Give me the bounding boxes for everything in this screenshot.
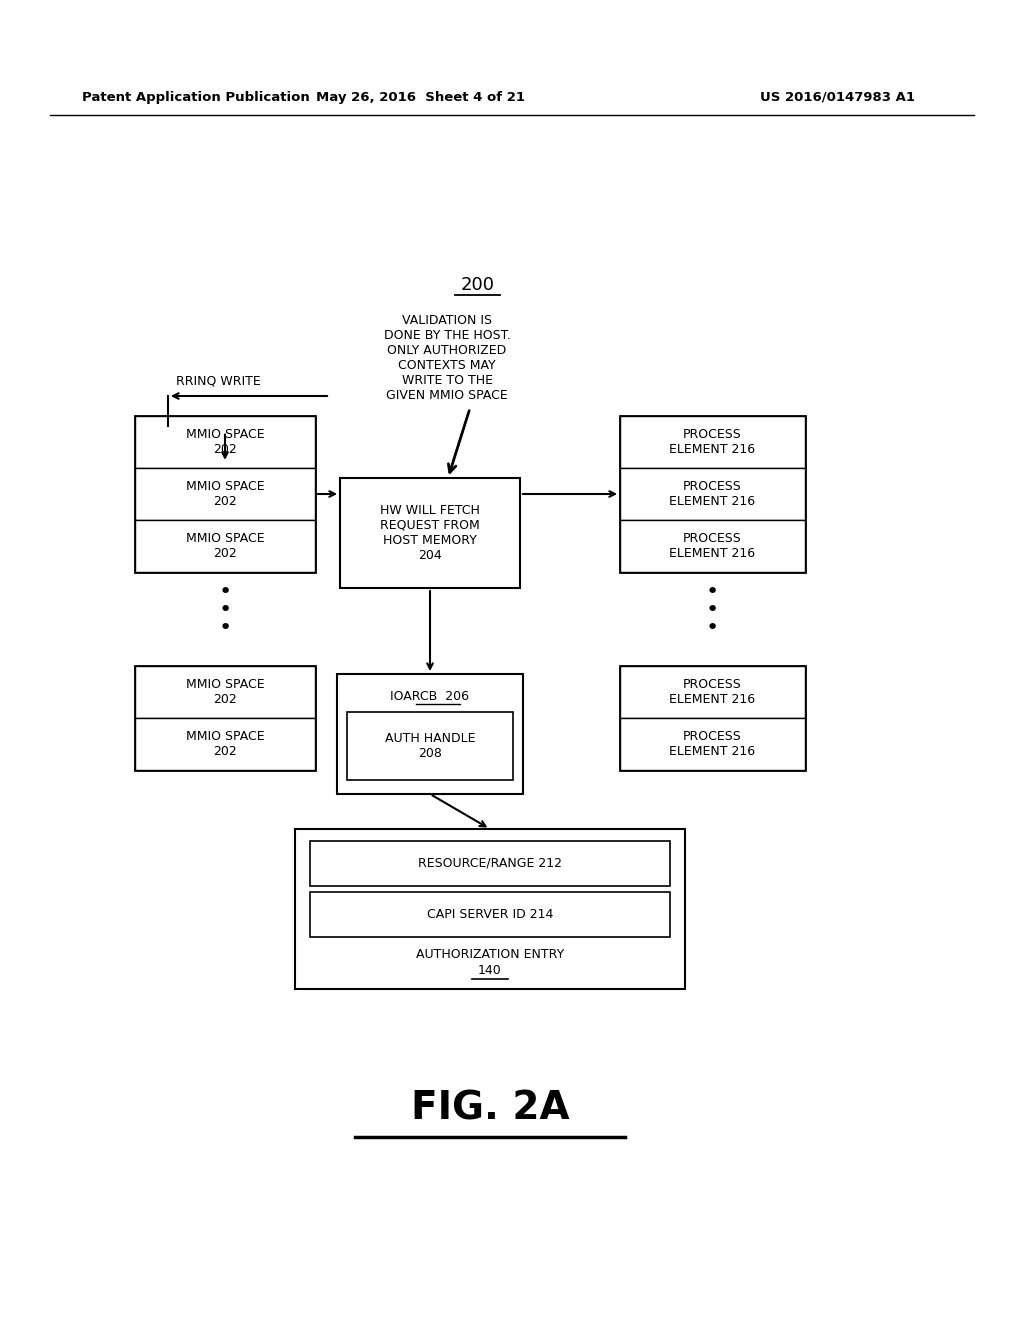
Text: •: •: [218, 582, 231, 602]
Text: MMIO SPACE
202: MMIO SPACE 202: [185, 532, 264, 560]
Text: US 2016/0147983 A1: US 2016/0147983 A1: [760, 91, 915, 103]
Text: HW WILL FETCH
REQUEST FROM
HOST MEMORY
204: HW WILL FETCH REQUEST FROM HOST MEMORY 2…: [380, 504, 480, 562]
Text: IOARCB  206: IOARCB 206: [390, 689, 469, 702]
Bar: [135, 718, 315, 770]
Text: •: •: [706, 618, 719, 638]
Bar: [620, 520, 805, 572]
Text: PROCESS
ELEMENT 216: PROCESS ELEMENT 216: [670, 428, 756, 455]
Text: 140: 140: [478, 965, 502, 978]
Text: FIG. 2A: FIG. 2A: [411, 1090, 569, 1129]
Bar: [337, 675, 523, 795]
Bar: [135, 667, 315, 770]
Text: PROCESS
ELEMENT 216: PROCESS ELEMENT 216: [670, 480, 756, 508]
Bar: [295, 829, 685, 989]
Text: MMIO SPACE
202: MMIO SPACE 202: [185, 428, 264, 455]
Text: CAPI SERVER ID 214: CAPI SERVER ID 214: [427, 908, 553, 921]
Text: •: •: [706, 601, 719, 620]
Text: RESOURCE/RANGE 212: RESOURCE/RANGE 212: [418, 857, 562, 870]
Text: •: •: [706, 582, 719, 602]
Text: PROCESS
ELEMENT 216: PROCESS ELEMENT 216: [670, 678, 756, 706]
Text: May 26, 2016  Sheet 4 of 21: May 26, 2016 Sheet 4 of 21: [315, 91, 524, 103]
Bar: [620, 416, 805, 469]
Bar: [310, 841, 670, 886]
Bar: [135, 416, 315, 469]
Text: MMIO SPACE
202: MMIO SPACE 202: [185, 730, 264, 758]
Bar: [340, 478, 520, 587]
Text: MMIO SPACE
202: MMIO SPACE 202: [185, 480, 264, 508]
Bar: [620, 416, 805, 572]
Text: AUTH HANDLE
208: AUTH HANDLE 208: [385, 733, 475, 760]
Text: VALIDATION IS
DONE BY THE HOST.
ONLY AUTHORIZED
CONTEXTS MAY
WRITE TO THE
GIVEN : VALIDATION IS DONE BY THE HOST. ONLY AUT…: [384, 314, 510, 403]
Bar: [135, 667, 315, 718]
Bar: [620, 667, 805, 770]
Bar: [310, 892, 670, 937]
Text: •: •: [218, 601, 231, 620]
Text: 200: 200: [461, 276, 495, 294]
Text: •: •: [218, 618, 231, 638]
Text: PROCESS
ELEMENT 216: PROCESS ELEMENT 216: [670, 532, 756, 560]
Text: PROCESS
ELEMENT 216: PROCESS ELEMENT 216: [670, 730, 756, 758]
Bar: [620, 469, 805, 520]
Text: MMIO SPACE
202: MMIO SPACE 202: [185, 678, 264, 706]
Bar: [135, 469, 315, 520]
Text: AUTHORIZATION ENTRY: AUTHORIZATION ENTRY: [416, 948, 564, 961]
Bar: [347, 711, 513, 780]
Bar: [620, 718, 805, 770]
Text: Patent Application Publication: Patent Application Publication: [82, 91, 309, 103]
Bar: [135, 416, 315, 572]
Text: RRINQ WRITE: RRINQ WRITE: [176, 375, 260, 388]
Bar: [135, 520, 315, 572]
Bar: [620, 667, 805, 718]
